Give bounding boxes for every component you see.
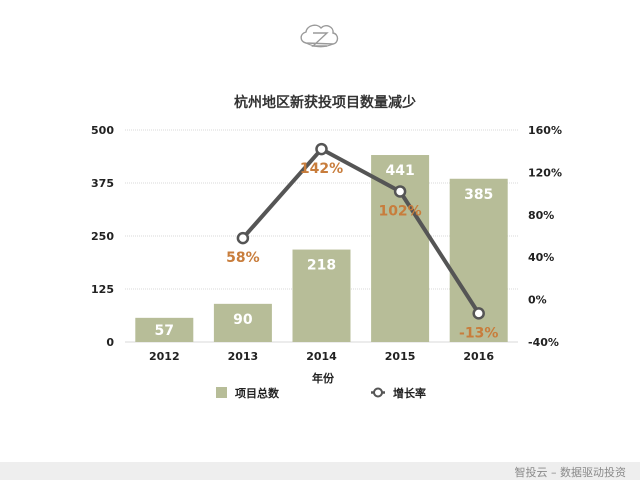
y-tick-label: 0 <box>106 336 114 349</box>
legend: 项目总数 增长率 <box>216 386 426 400</box>
logo-icon <box>300 24 339 48</box>
growth-value-label: 142% <box>300 161 343 177</box>
chart-title: 杭州地区新获投项目数量减少 <box>234 94 416 111</box>
bar-value-label: 441 <box>385 163 414 179</box>
legend-bar-label: 项目总数 <box>235 386 280 400</box>
x-tick-label: 2013 <box>228 350 259 363</box>
footer-brand: 智投云 – 数据驱动投资 <box>514 466 627 479</box>
x-axis: 2012 2013 2014 2015 2016 <box>149 350 494 363</box>
growth-value-label: 102% <box>378 203 421 219</box>
y2-tick-label: 40% <box>528 251 554 264</box>
y2-tick-label: -40% <box>528 336 559 349</box>
legend-line-label: 增长率 <box>393 386 426 400</box>
y-tick-label: 375 <box>91 177 114 190</box>
y2-tick-label: 80% <box>528 209 554 222</box>
growth-point-2014 <box>315 142 328 156</box>
chart: 杭州地区新获投项目数量减少 500 375 250 125 0 160% 120% 80% 4… <box>91 24 562 400</box>
bar-value-label: 385 <box>464 187 493 203</box>
line-series: 58% 142% 102% -13% <box>226 142 498 341</box>
bar-2013 <box>213 303 272 342</box>
x-axis-label: 年份 <box>312 371 335 385</box>
growth-point-2015 <box>393 185 407 198</box>
bar-2014 <box>292 249 351 342</box>
x-tick-label: 2015 <box>385 350 416 363</box>
growth-point-2016 <box>472 307 485 320</box>
y-tick-label: 500 <box>91 124 114 137</box>
growth-value-label: 58% <box>226 250 260 266</box>
legend-bar-swatch <box>216 387 227 398</box>
y-tick-label: 250 <box>91 230 114 243</box>
x-tick-label: 2012 <box>149 350 180 363</box>
footer-bar: 智投云 – 数据驱动投资 <box>0 462 640 480</box>
bar-2015 <box>371 155 430 342</box>
growth-line <box>241 147 481 315</box>
bar-value-label: 90 <box>233 312 253 328</box>
y2-tick-label: 120% <box>528 166 562 179</box>
right-axis: 160% 120% 80% 40% 0% -40% <box>528 124 562 349</box>
bar-value-label: 57 <box>155 323 174 339</box>
x-tick-label: 2014 <box>306 350 337 363</box>
growth-point-2013 <box>236 231 250 245</box>
left-axis: 500 375 250 125 0 <box>91 124 114 349</box>
bar-2012 <box>135 317 194 342</box>
bar-value-label: 218 <box>307 258 336 274</box>
growth-value-label: -13% <box>459 325 498 341</box>
y2-tick-label: 0% <box>528 294 547 307</box>
legend-line-marker <box>373 387 383 398</box>
y2-tick-label: 160% <box>528 124 562 137</box>
x-tick-label: 2016 <box>463 350 494 363</box>
y-tick-label: 125 <box>91 283 114 296</box>
